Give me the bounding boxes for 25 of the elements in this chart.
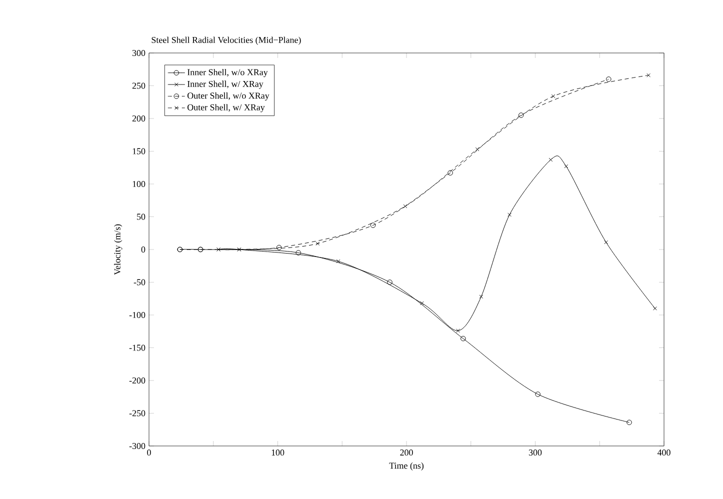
- y-tick-label: 50: [137, 214, 146, 220]
- y-tick-label: 100: [132, 180, 146, 188]
- x-tick-label: 200: [400, 450, 413, 456]
- x-tick-label: 300: [528, 450, 542, 456]
- legend-label: Outer Shell, w/o XRay: [188, 92, 270, 101]
- x-tick-label: 0: [147, 450, 151, 456]
- legend-label: Inner Shell, w/ XRay: [187, 80, 264, 89]
- x-axis-title: Time (ns): [389, 462, 424, 471]
- y-axis-title: Velocity (m/s): [114, 224, 122, 275]
- y-tick-label: 0: [141, 246, 146, 253]
- chart-title: Steel Shell Radial Velocities (Mid−Plane): [152, 36, 301, 45]
- legend-label: Inner Shell, w/o XRay: [187, 68, 268, 78]
- y-tick-label: 300: [132, 50, 146, 56]
- y-tick-label: -300: [129, 442, 146, 450]
- y-tick-label: 200: [132, 115, 146, 122]
- legend-label: Outer Shell, w/ XRay: [188, 104, 265, 112]
- y-tick-label: -50: [134, 279, 146, 286]
- y-tick-label: -250: [129, 410, 146, 416]
- y-tick-label: -100: [129, 312, 146, 318]
- x-tick-label: 100: [272, 450, 284, 456]
- y-tick-label: -150: [129, 344, 146, 351]
- y-tick-label: 250: [132, 82, 146, 89]
- y-tick-label: 150: [132, 148, 146, 154]
- x-tick-label: 400: [657, 450, 670, 456]
- y-tick-label: -200: [129, 377, 146, 384]
